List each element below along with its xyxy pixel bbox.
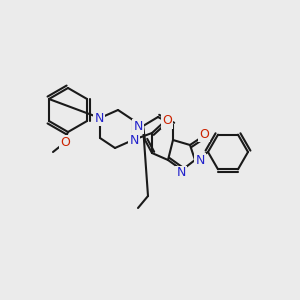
Text: O: O bbox=[199, 128, 209, 140]
Text: O: O bbox=[162, 115, 172, 128]
Text: N: N bbox=[129, 134, 139, 146]
Text: N: N bbox=[195, 154, 205, 166]
Text: N: N bbox=[195, 154, 205, 166]
Text: N: N bbox=[94, 112, 104, 124]
Text: N: N bbox=[133, 119, 143, 133]
Text: N: N bbox=[129, 134, 139, 146]
Text: N: N bbox=[133, 119, 143, 133]
Text: O: O bbox=[60, 136, 70, 148]
Text: N: N bbox=[176, 167, 186, 179]
Text: N: N bbox=[94, 112, 104, 124]
Text: O: O bbox=[60, 136, 70, 148]
Text: O: O bbox=[199, 128, 209, 140]
Text: O: O bbox=[162, 115, 172, 128]
Text: N: N bbox=[176, 167, 186, 179]
